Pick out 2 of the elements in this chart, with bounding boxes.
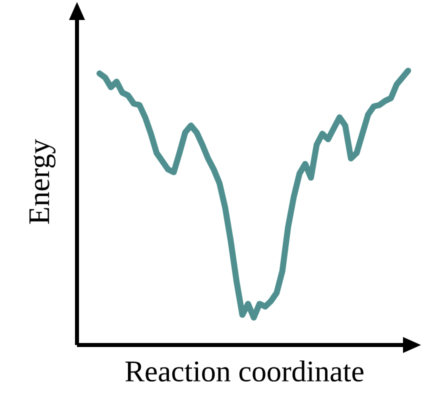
y-axis-title: Energy [29,139,56,224]
x-axis-title: Reaction coordinate [125,360,364,382]
